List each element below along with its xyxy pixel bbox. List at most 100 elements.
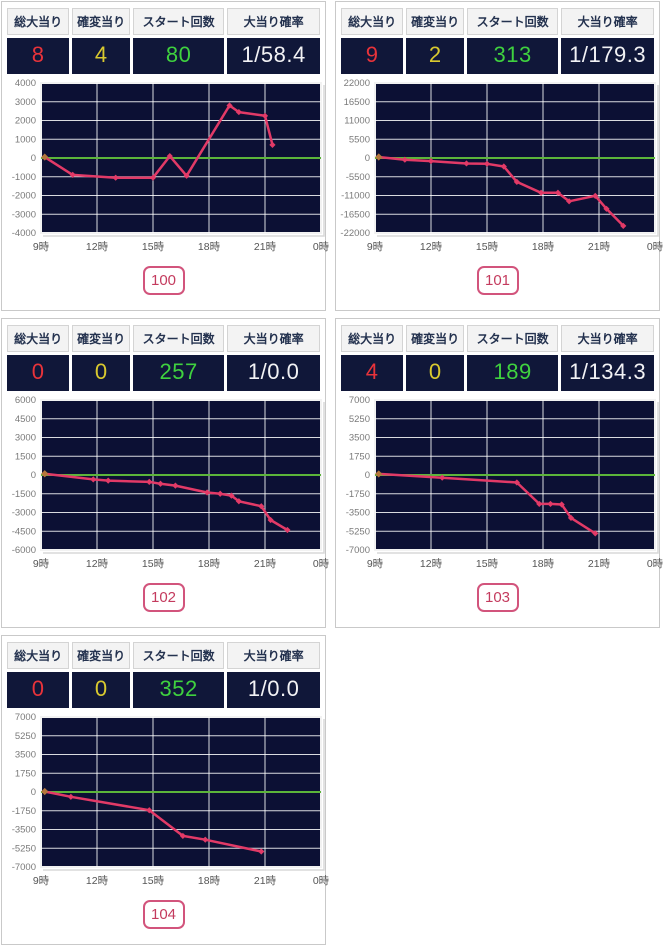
svg-text:1750: 1750 xyxy=(15,768,36,779)
svg-text:0時: 0時 xyxy=(647,241,663,253)
svg-text:-2000: -2000 xyxy=(12,191,36,202)
y-axis-labels: 7000 5250 3500 1750 0 -1750 -3500 -5250 -7000 xyxy=(346,395,370,556)
svg-text:0: 0 xyxy=(365,153,370,164)
svg-text:-1000: -1000 xyxy=(12,172,36,183)
machine-number-badge[interactable]: 100 xyxy=(142,266,185,295)
x-axis-labels: 9時 12時 15時 18時 21時 0時 xyxy=(33,558,330,570)
svg-text:0時: 0時 xyxy=(647,558,663,570)
stats-header-row: 総大当り 確変当り スタート回数 大当り確率 xyxy=(7,642,320,669)
stats-header-start-count: スタート回数 xyxy=(467,8,559,35)
machine-panel-104: 総大当り 確変当り スタート回数 大当り確率 0 0 352 1/0.0 700… xyxy=(1,635,330,945)
svg-text:1750: 1750 xyxy=(349,451,370,462)
svg-text:11000: 11000 xyxy=(344,116,370,127)
svg-text:5500: 5500 xyxy=(349,134,370,145)
svg-text:0: 0 xyxy=(365,470,370,481)
svg-text:0: 0 xyxy=(31,153,36,164)
stats-header-start-count: スタート回数 xyxy=(133,642,225,669)
svg-text:4500: 4500 xyxy=(15,414,36,425)
svg-text:0: 0 xyxy=(31,787,36,798)
svg-text:4000: 4000 xyxy=(15,78,36,89)
svg-text:3500: 3500 xyxy=(15,750,36,761)
svg-text:-7000: -7000 xyxy=(12,862,36,873)
svg-text:9時: 9時 xyxy=(33,241,50,253)
svg-text:21時: 21時 xyxy=(588,241,611,253)
point-markers xyxy=(41,470,291,534)
stats-header-kakuhen-hits: 確変当り xyxy=(72,642,131,669)
stats-header-kakuhen-hits: 確変当り xyxy=(72,8,131,35)
stats-header-row: 総大当り 確変当り スタート回数 大当り確率 xyxy=(7,325,320,352)
start-count-value: 257 xyxy=(133,355,225,391)
svg-text:5250: 5250 xyxy=(349,414,370,425)
svg-text:12時: 12時 xyxy=(86,241,109,253)
payout-chart: 4000 3000 2000 1000 0 -1000 -2000 -3000 -4000 9時 1… xyxy=(4,78,330,254)
machine-number-row: 101 xyxy=(338,266,657,295)
svg-text:15時: 15時 xyxy=(142,875,165,887)
stats-header-kakuhen-hits: 確変当り xyxy=(406,8,465,35)
total-hits-value: 0 xyxy=(7,672,70,708)
svg-text:18時: 18時 xyxy=(198,558,221,570)
svg-text:-22000: -22000 xyxy=(340,228,370,239)
svg-text:16500: 16500 xyxy=(344,97,370,108)
payout-chart-svg-103: 7000 5250 3500 1750 0 -1750 -3500 -5250 -7000 9時 1… xyxy=(346,395,663,570)
x-axis-labels: 9時 12時 15時 18時 21時 0時 xyxy=(367,241,663,253)
machine-number-badge[interactable]: 101 xyxy=(476,266,519,295)
stats-header-hit-rate: 大当り確率 xyxy=(227,642,320,669)
machine-number-badge[interactable]: 102 xyxy=(142,583,185,612)
stats-value-row: 8 4 80 1/58.4 xyxy=(7,38,320,74)
stats-header-kakuhen-hits: 確変当り xyxy=(406,325,465,352)
stats-table: 総大当り 確変当り スタート回数 大当り確率 0 0 352 1/0.0 xyxy=(4,639,323,711)
y-axis-labels: 4000 3000 2000 1000 0 -1000 -2000 -3000 -4000 xyxy=(12,78,36,239)
stats-table: 総大当り 確変当り スタート回数 大当り確率 0 0 257 1/0.0 xyxy=(4,322,323,394)
svg-text:22000: 22000 xyxy=(344,78,370,89)
svg-text:6000: 6000 xyxy=(15,395,36,406)
svg-text:0時: 0時 xyxy=(313,241,330,253)
kakuhen-hits-value: 0 xyxy=(406,355,465,391)
payout-chart: 6000 4500 3000 1500 0 -1500 -3000 -4500 -6000 9時 1… xyxy=(4,395,330,571)
machine-panel-103: 総大当り 確変当り スタート回数 大当り確率 4 0 189 1/134.3 7… xyxy=(335,318,663,628)
machine-number-badge[interactable]: 103 xyxy=(476,583,519,612)
hit-rate-value: 1/58.4 xyxy=(227,38,320,74)
svg-text:-3500: -3500 xyxy=(346,508,370,519)
stats-header-total-hits: 総大当り xyxy=(341,325,404,352)
stats-table: 総大当り 確変当り スタート回数 大当り確率 9 2 313 1/179.3 xyxy=(338,5,657,77)
svg-text:12時: 12時 xyxy=(420,241,443,253)
stats-header-total-hits: 総大当り xyxy=(7,8,70,35)
svg-text:-3500: -3500 xyxy=(12,825,36,836)
payout-chart-svg-102: 6000 4500 3000 1500 0 -1500 -3000 -4500 -6000 9時 1… xyxy=(12,395,330,570)
payout-chart: 22000 16500 11000 5500 0 -5500 -11000 -16500 -22… xyxy=(338,78,663,254)
hit-rate-value: 1/0.0 xyxy=(227,355,320,391)
hit-rate-value: 1/179.3 xyxy=(561,38,654,74)
svg-text:-3000: -3000 xyxy=(12,508,36,519)
payout-chart-svg-101: 22000 16500 11000 5500 0 -5500 -11000 -16500 -22… xyxy=(340,78,663,253)
svg-text:3000: 3000 xyxy=(15,97,36,108)
svg-text:-3000: -3000 xyxy=(12,209,36,220)
svg-text:12時: 12時 xyxy=(86,875,109,887)
kakuhen-hits-value: 4 xyxy=(72,38,131,74)
payout-chart-svg-104: 7000 5250 3500 1750 0 -1750 -3500 -5250 -7000 9時 1… xyxy=(12,712,330,887)
svg-text:15時: 15時 xyxy=(142,558,165,570)
stats-header-row: 総大当り 確変当り スタート回数 大当り確率 xyxy=(341,325,654,352)
kakuhen-hits-value: 2 xyxy=(406,38,465,74)
hit-rate-value: 1/0.0 xyxy=(227,672,320,708)
svg-text:-11000: -11000 xyxy=(341,191,370,202)
svg-text:-6000: -6000 xyxy=(12,545,36,556)
svg-text:21時: 21時 xyxy=(588,558,611,570)
svg-text:3000: 3000 xyxy=(15,433,36,444)
svg-text:12時: 12時 xyxy=(420,558,443,570)
stats-header-row: 総大当り 確変当り スタート回数 大当り確率 xyxy=(341,8,654,35)
svg-text:-5250: -5250 xyxy=(346,526,370,537)
machine-number-badge[interactable]: 104 xyxy=(142,900,185,929)
stats-header-hit-rate: 大当り確率 xyxy=(227,325,320,352)
svg-text:-1750: -1750 xyxy=(12,806,36,817)
svg-text:-1500: -1500 xyxy=(12,489,36,500)
svg-text:2000: 2000 xyxy=(15,116,36,127)
svg-text:9時: 9時 xyxy=(33,875,50,887)
start-count-value: 189 xyxy=(467,355,559,391)
svg-text:0時: 0時 xyxy=(313,875,330,887)
stats-header-total-hits: 総大当り xyxy=(7,642,70,669)
stats-header-hit-rate: 大当り確率 xyxy=(561,8,654,35)
x-axis-labels: 9時 12時 15時 18時 21時 0時 xyxy=(367,558,663,570)
total-hits-value: 0 xyxy=(7,355,70,391)
